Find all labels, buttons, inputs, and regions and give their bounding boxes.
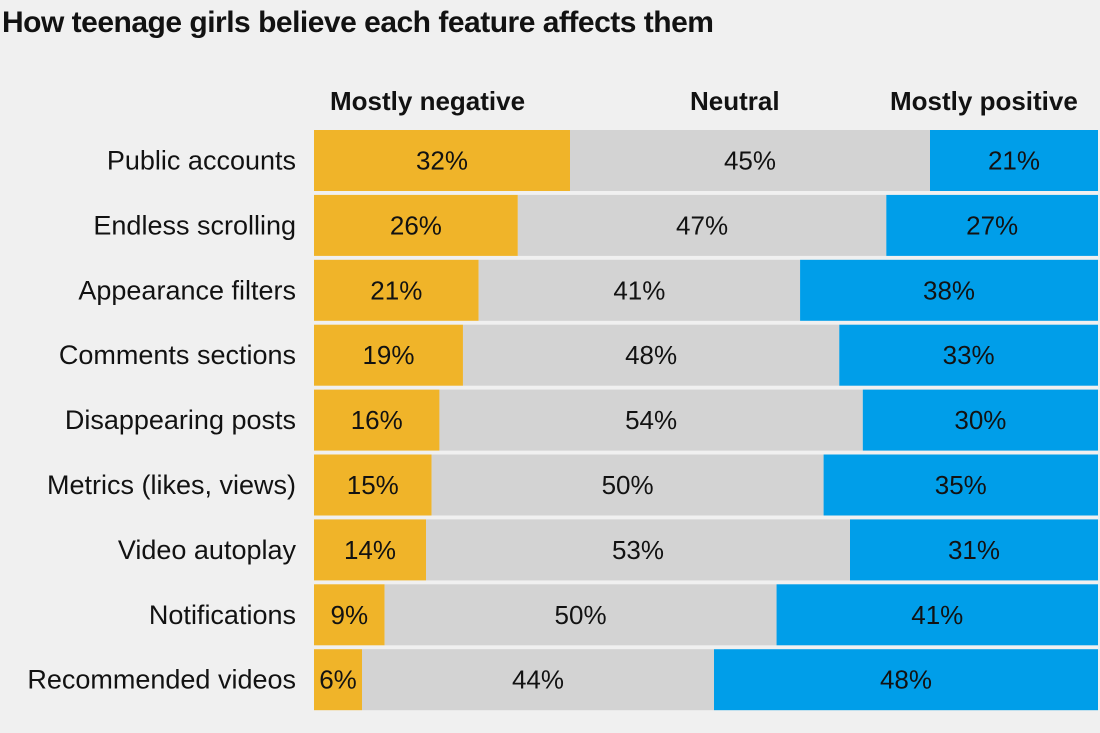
- bar-mostly-negative-comments-sections: [314, 324, 463, 386]
- bar-mostly-negative-public-accounts: [314, 130, 570, 191]
- value-label-mostly-negative-public-accounts: 32%: [416, 146, 468, 176]
- bar-mostly-positive-public-accounts: [930, 130, 1098, 191]
- bar-mostly-negative-endless-scrolling: [314, 194, 518, 256]
- legend-mostly-positive: Mostly positive: [890, 86, 1078, 116]
- bar-neutral-video-autoplay: [426, 519, 850, 581]
- row-label-metrics-likes-views: Metrics (likes, views): [47, 470, 296, 500]
- bar-neutral-public-accounts: [570, 130, 930, 191]
- value-label-mostly-negative-notifications: 9%: [330, 600, 368, 630]
- value-label-neutral-comments-sections: 48%: [625, 340, 677, 370]
- row-label-notifications: Notifications: [149, 600, 296, 630]
- value-label-mostly-negative-disappearing-posts: 16%: [351, 405, 403, 435]
- bar-neutral-appearance-filters: [478, 259, 801, 321]
- chart-title: How teenage girls believe each feature a…: [2, 6, 714, 39]
- value-label-mostly-negative-recommended-videos: 6%: [319, 665, 357, 695]
- bar-neutral-recommended-videos: [362, 649, 714, 711]
- bar-mostly-positive-comments-sections: [839, 324, 1098, 386]
- row-label-comments-sections: Comments sections: [59, 340, 296, 370]
- value-label-mostly-negative-appearance-filters: 21%: [370, 275, 422, 305]
- value-label-mostly-positive-video-autoplay: 31%: [948, 535, 1000, 565]
- bar-mostly-positive-recommended-videos: [714, 649, 1098, 711]
- value-label-neutral-appearance-filters: 41%: [613, 275, 665, 305]
- value-label-mostly-negative-endless-scrolling: 26%: [390, 210, 442, 240]
- legend-neutral: Neutral: [690, 86, 780, 116]
- row-label-recommended-videos: Recommended videos: [27, 665, 296, 695]
- value-label-mostly-positive-notifications: 41%: [911, 600, 963, 630]
- value-label-neutral-recommended-videos: 44%: [512, 665, 564, 695]
- bar-neutral-metrics-likes-views: [431, 454, 824, 516]
- value-label-neutral-metrics-likes-views: 50%: [602, 470, 654, 500]
- row-label-appearance-filters: Appearance filters: [78, 275, 296, 305]
- bar-mostly-positive-notifications: [776, 584, 1098, 646]
- value-label-mostly-negative-metrics-likes-views: 15%: [347, 470, 399, 500]
- value-label-mostly-positive-recommended-videos: 48%: [880, 665, 932, 695]
- bar-neutral-endless-scrolling: [517, 194, 887, 256]
- bar-mostly-positive-appearance-filters: [800, 259, 1098, 321]
- bar-mostly-positive-video-autoplay: [850, 519, 1098, 581]
- value-label-mostly-negative-comments-sections: 19%: [362, 340, 414, 370]
- value-label-neutral-video-autoplay: 53%: [612, 535, 664, 565]
- bar-mostly-positive-metrics-likes-views: [823, 454, 1098, 516]
- bar-mostly-negative-notifications: [314, 584, 385, 646]
- bar-mostly-negative-appearance-filters: [314, 259, 479, 321]
- value-label-neutral-public-accounts: 45%: [724, 146, 776, 176]
- value-label-mostly-positive-metrics-likes-views: 35%: [935, 470, 987, 500]
- value-label-neutral-disappearing-posts: 54%: [625, 405, 677, 435]
- bar-mostly-negative-recommended-videos: [314, 649, 362, 711]
- value-label-mostly-positive-endless-scrolling: 27%: [966, 210, 1018, 240]
- bar-mostly-positive-endless-scrolling: [886, 194, 1098, 256]
- row-label-video-autoplay: Video autoplay: [118, 535, 297, 565]
- value-label-mostly-positive-public-accounts: 21%: [988, 146, 1040, 176]
- bar-neutral-disappearing-posts: [439, 389, 863, 451]
- value-label-mostly-positive-appearance-filters: 38%: [923, 275, 975, 305]
- value-label-mostly-negative-video-autoplay: 14%: [344, 535, 396, 565]
- row-label-public-accounts: Public accounts: [107, 146, 296, 176]
- bar-mostly-positive-disappearing-posts: [862, 389, 1098, 451]
- value-label-mostly-positive-comments-sections: 33%: [943, 340, 995, 370]
- row-label-disappearing-posts: Disappearing posts: [65, 405, 296, 435]
- bar-neutral-notifications: [384, 584, 777, 646]
- value-label-neutral-notifications: 50%: [555, 600, 607, 630]
- legend-mostly-negative: Mostly negative: [330, 86, 526, 116]
- value-label-neutral-endless-scrolling: 47%: [676, 210, 728, 240]
- bar-neutral-comments-sections: [462, 324, 840, 386]
- bar-mostly-negative-disappearing-posts: [314, 389, 440, 451]
- bar-mostly-negative-metrics-likes-views: [314, 454, 432, 516]
- row-label-endless-scrolling: Endless scrolling: [93, 210, 296, 240]
- bar-mostly-negative-video-autoplay: [314, 519, 426, 581]
- value-label-mostly-positive-disappearing-posts: 30%: [954, 405, 1006, 435]
